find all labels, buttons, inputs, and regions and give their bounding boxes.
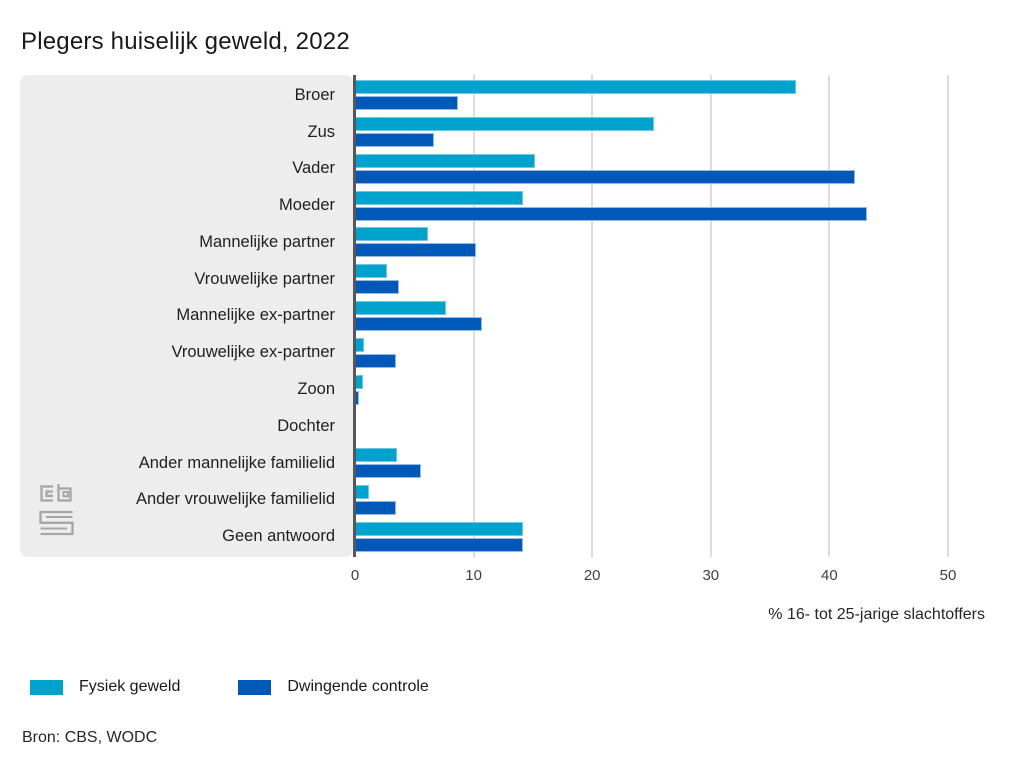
x-tick-label: 20 [583,567,601,584]
chart-row: Zoon [20,371,985,408]
cbs-logo-icon [39,484,74,536]
category-label-panel [20,75,353,557]
chart-row: Vrouwelijke ex-partner [20,334,985,371]
category-label: Zus [307,122,335,141]
bar-dwingende-controle [356,206,867,221]
bar-fysiek-geweld [356,190,524,205]
bar-fysiek-geweld [356,337,365,352]
category-label: Broer [294,85,335,104]
category-label: Mannelijke ex-partner [176,306,335,325]
row-bars [356,445,985,482]
category-label: Zoon [297,380,335,398]
category-label: Ander vrouwelijke familielid [136,490,335,509]
legend-swatch-dwingende-controle-icon [238,679,272,695]
bar-dwingende-controle [356,169,856,184]
x-tick-label: 10 [465,567,482,584]
legend-label-dwingende-controle: Dwingende controle [287,678,429,695]
category-label: Vader [292,159,335,178]
bar-fysiek-geweld [356,300,446,315]
row-bars [356,261,985,298]
category-label: Vrouwelijke ex-partner [171,343,335,362]
chart-title: Plegers huiselijk geweld, 2022 [21,28,350,56]
chart-row: Mannelijke partner [20,224,985,261]
chart-row: Dochter [20,408,985,445]
legend: Fysiek geweld Dwingende controle [30,678,429,696]
row-bars [356,151,985,188]
chart-row: Geen antwoord [20,518,985,555]
chart-row: Ander mannelijke familielid [20,445,985,482]
x-tick-label: 30 [702,567,720,584]
category-label: Moeder [279,196,335,215]
category-label: Mannelijke partner [199,232,335,251]
chart-row: Vader [20,151,985,188]
chart-row: Vrouwelijke partner [20,261,985,298]
row-bars [356,298,985,335]
gridline-30 [709,75,712,557]
bar-fysiek-geweld [356,448,398,463]
bar-fysiek-geweld [356,264,387,279]
chart-row: Mannelijke ex-partner [20,298,985,335]
row-bars [356,114,985,151]
x-axis-title: % 16- tot 25-jarige slachtoffers [768,606,985,623]
legend-item-dwingende-controle: Dwingende controle [238,678,429,696]
bar-dwingende-controle [356,353,397,368]
source-text: Bron: CBS, WODC [22,729,158,746]
bar-fysiek-geweld [356,117,654,132]
legend-item-fysiek-geweld: Fysiek geweld [30,678,180,696]
bar-fysiek-geweld [356,80,796,95]
chart-row: Zus [20,114,985,151]
bar-dwingende-controle [356,390,360,405]
legend-label-fysiek-geweld: Fysiek geweld [79,678,181,695]
bar-dwingende-controle [356,243,476,258]
bar-dwingende-controle [356,96,458,111]
bar-dwingende-controle [356,133,435,148]
row-bars [356,334,985,371]
bar-dwingende-controle [356,280,399,295]
bar-fysiek-geweld [356,227,429,242]
x-tick-label: 0 [350,567,360,584]
chart-rows: Broer Zus Vader Moeder Mannelijke partner Vro… [20,75,985,557]
bar-dwingende-controle [356,537,524,552]
gridline-50 [947,75,949,557]
row-bars [356,408,985,445]
x-tick-label: 50 [939,567,957,584]
chart-row: Moeder [20,187,985,224]
row-bars [356,481,985,518]
gridline-10 [472,75,475,557]
x-tick-label: 40 [821,567,838,584]
bar-dwingende-controle [356,316,482,331]
category-label: Dochter [277,416,335,435]
row-bars [356,187,985,224]
gridline-40 [828,75,831,557]
y-axis-line [353,75,356,557]
row-bars [356,518,985,555]
category-label: Ander mannelijke familielid [138,453,335,472]
chart-row: Ander vrouwelijke familielid [20,481,985,518]
bar-fysiek-geweld [356,521,524,536]
chart-area: Broer Zus Vader Moeder Mannelijke partner Vro… [20,75,985,584]
chart-row: Broer [20,77,985,114]
row-bars [356,77,985,114]
category-label: Geen antwoord [222,527,335,546]
bar-dwingende-controle [356,464,422,479]
category-label: Vrouwelijke partner [194,269,335,288]
bar-fysiek-geweld [356,484,369,499]
row-bars [356,224,985,261]
bar-fysiek-geweld [356,153,535,168]
legend-swatch-fysiek-geweld-icon [30,679,63,695]
bar-fysiek-geweld [356,374,363,389]
gridline-20 [591,75,594,557]
row-bars [356,371,985,408]
bar-dwingende-controle [356,500,397,515]
